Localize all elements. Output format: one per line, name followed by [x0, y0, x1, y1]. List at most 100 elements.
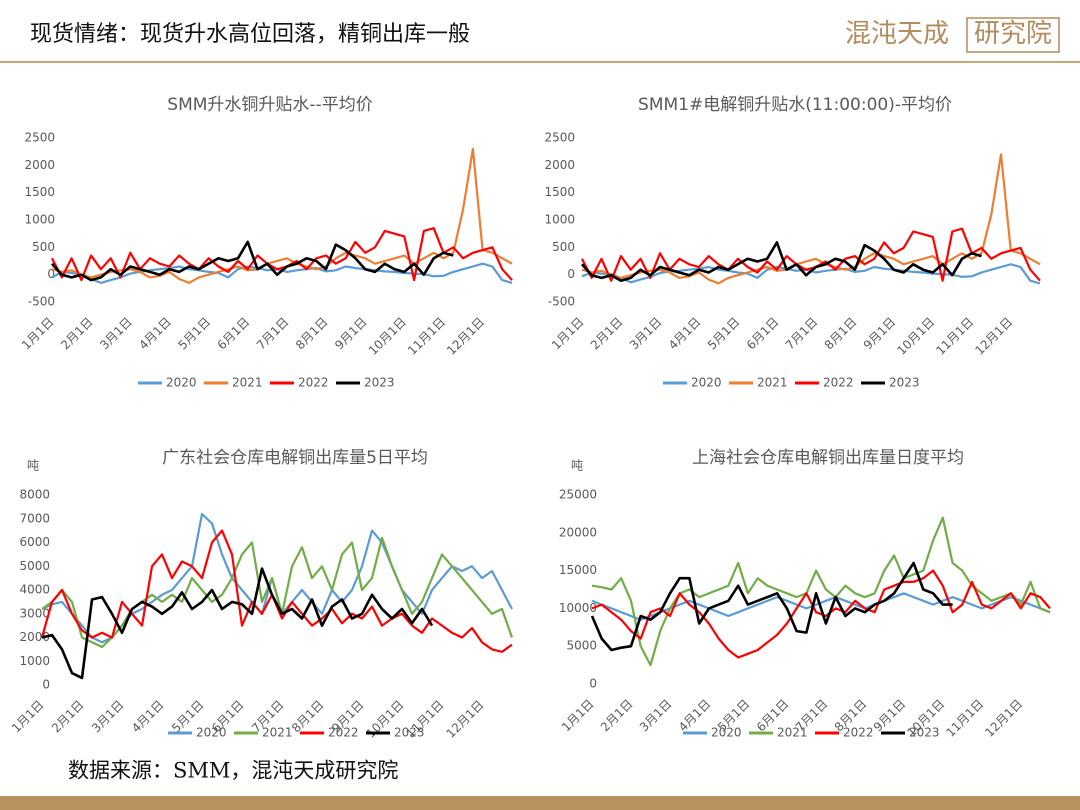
y-tick-label: 7000	[19, 511, 50, 525]
series-line	[591, 516, 1051, 667]
y-tick-label: 4000	[19, 583, 50, 597]
series-line	[581, 241, 982, 282]
y-axis-label: 吨	[27, 459, 39, 473]
y-tick-label: 15000	[559, 563, 597, 577]
chart-title: SMM1#电解铜升贴水(11:00:00)-平均价	[638, 95, 952, 115]
x-tick-label: 10月1日	[894, 315, 937, 358]
legend-label: 2020	[196, 726, 227, 740]
x-tick-label: 8月1日	[822, 315, 860, 353]
logo-box	[966, 17, 1060, 53]
y-tick-label: 1000	[544, 213, 575, 227]
series-line	[41, 567, 434, 680]
series-line	[41, 536, 514, 649]
y-tick-label: 0	[567, 267, 575, 281]
x-tick-label: 9月1日	[861, 315, 899, 353]
y-tick-label: 6000	[19, 535, 50, 549]
y-tick-label: 1500	[544, 185, 575, 199]
x-tick-label: 3月1日	[627, 315, 665, 353]
x-tick-label: 1月1日	[549, 315, 587, 353]
x-tick-label: 6月1日	[215, 315, 253, 353]
y-tick-label: 500	[32, 240, 55, 254]
y-tick-label: 10000	[559, 601, 597, 615]
legend-label: 2022	[823, 376, 854, 390]
y-tick-label: -500	[28, 295, 55, 309]
legend-label: 2023	[364, 376, 395, 390]
legend-label: 2020	[166, 376, 197, 390]
series-line	[581, 227, 1041, 282]
x-tick-label: 6月1日	[744, 315, 782, 353]
y-axis-label: 吨	[571, 459, 583, 473]
x-tick-label: 4月1日	[136, 315, 174, 353]
y-tick-label: 2000	[544, 158, 575, 172]
x-tick-label: 5月1日	[705, 315, 743, 353]
legend-label: 2021	[757, 376, 788, 390]
legend-label: 2021	[232, 376, 263, 390]
y-tick-label: 25000	[559, 488, 597, 502]
legend-label: 2023	[394, 726, 425, 740]
x-tick-label: 10月1日	[366, 315, 409, 358]
series-line	[590, 561, 953, 652]
logo-box-text: 研究院	[974, 19, 1052, 49]
x-tick-label: 3月1日	[637, 697, 675, 735]
y-tick-label: -500	[548, 295, 575, 309]
chart-title: 上海社会仓库电解铜出库量日度平均	[692, 448, 964, 468]
y-tick-label: 0	[47, 267, 55, 281]
y-tick-label: 500	[552, 240, 575, 254]
series-line	[40, 529, 513, 653]
legend-label: 2020	[691, 376, 722, 390]
y-tick-label: 0	[42, 678, 50, 692]
legend-label: 2021	[262, 726, 293, 740]
source: 数据来源：SMM，混沌天成研究院	[68, 759, 398, 783]
chart-title: 广东社会仓库电解铜出库量5日平均	[162, 448, 428, 468]
legend-label: 2022	[298, 376, 329, 390]
x-tick-label: 3月1日	[97, 315, 135, 353]
legend-label: 2022	[328, 726, 359, 740]
legend-label: 2021	[777, 726, 808, 740]
x-tick-label: 11月1日	[943, 697, 986, 740]
y-tick-label: 2500	[544, 131, 575, 145]
series-line	[591, 592, 1051, 621]
series-line	[41, 512, 513, 644]
y-tick-label: 1000	[19, 654, 50, 668]
y-tick-label: 1500	[24, 185, 55, 199]
x-tick-label: 12月1日	[972, 315, 1015, 358]
series-line	[51, 227, 513, 282]
chart-title: SMM升水铜升贴水--平均价	[167, 95, 372, 115]
x-tick-label: 1月1日	[9, 698, 47, 736]
x-tick-label: 4月1日	[129, 698, 167, 736]
legend-label: 2022	[843, 726, 874, 740]
legend-label: 2020	[711, 726, 742, 740]
x-tick-label: 9月1日	[871, 697, 909, 735]
y-tick-label: 5000	[566, 639, 597, 653]
x-tick-label: 2月1日	[598, 697, 636, 735]
x-tick-label: 2月1日	[588, 315, 626, 353]
x-tick-label: 12月1日	[444, 315, 487, 358]
x-tick-label: 7月1日	[783, 315, 821, 353]
x-tick-label: 12月1日	[982, 697, 1025, 740]
y-tick-label: 0	[589, 677, 597, 691]
x-tick-label: 4月1日	[666, 315, 704, 353]
x-tick-label: 8月1日	[293, 315, 331, 353]
x-tick-label: 5月1日	[176, 315, 214, 353]
x-tick-label: 3月1日	[89, 698, 127, 736]
y-tick-label: 8000	[19, 488, 50, 502]
y-tick-label: 20000	[559, 525, 597, 539]
y-tick-label: 5000	[19, 559, 50, 573]
footer-bar	[0, 796, 1080, 810]
series-line	[51, 240, 454, 282]
x-tick-label: 11月1日	[405, 315, 448, 358]
page-title: 现货情绪：现货升水高位回落，精铜出库一般	[30, 22, 470, 47]
y-tick-label: 1000	[24, 213, 55, 227]
x-tick-label: 7月1日	[254, 315, 292, 353]
x-tick-label: 2月1日	[58, 315, 96, 353]
x-tick-label: 1月1日	[559, 697, 597, 735]
y-tick-label: 2500	[24, 131, 55, 145]
x-tick-label: 9月1日	[332, 315, 370, 353]
legend-label: 2023	[909, 726, 940, 740]
y-tick-label: 2000	[24, 158, 55, 172]
x-tick-label: 8月1日	[289, 698, 327, 736]
series-line	[51, 147, 513, 284]
legend-label: 2023	[889, 376, 920, 390]
x-tick-label: 11月1日	[933, 315, 976, 358]
